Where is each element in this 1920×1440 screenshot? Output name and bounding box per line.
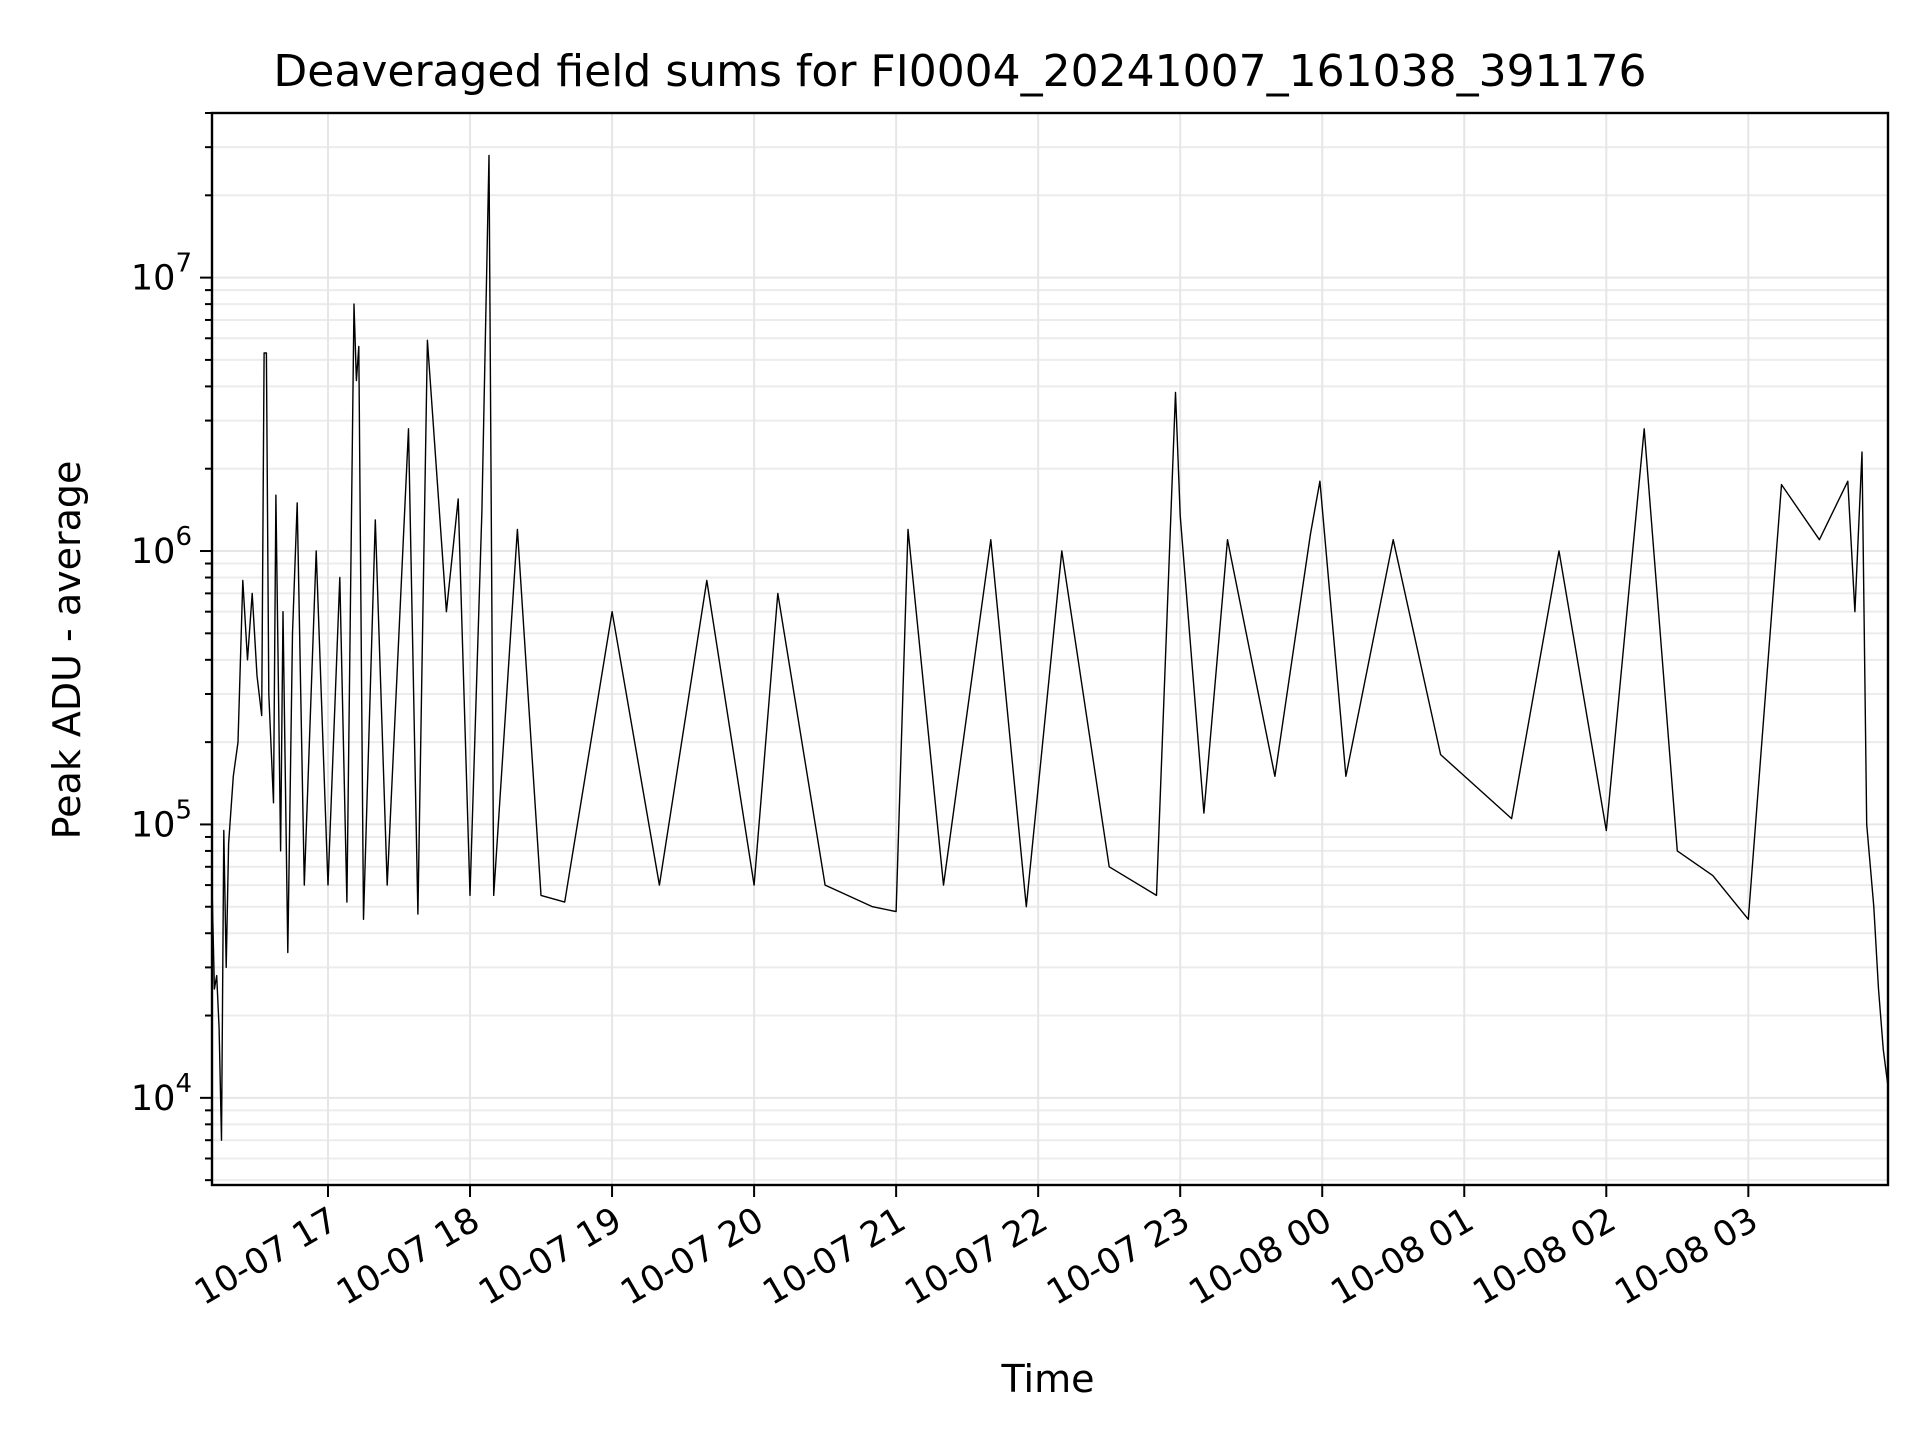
y-tick-label: 107: [131, 249, 192, 299]
x-tick-label: 10-08 00: [1182, 1200, 1338, 1313]
chart-title: Deaveraged field sums for FI0004_2024100…: [273, 46, 1646, 97]
y-axis-label: Peak ADU - average: [45, 461, 89, 840]
x-tick-label: 10-07 21: [756, 1200, 912, 1313]
x-tick-label: 10-07 23: [1040, 1200, 1196, 1313]
x-tick-label: 10-07 18: [330, 1200, 486, 1313]
x-tick-label: 10-07 20: [614, 1200, 770, 1313]
y-tick-label: 106: [131, 522, 192, 572]
x-tick-label: 10-07 19: [472, 1200, 628, 1313]
y-tick-label: 104: [131, 1069, 192, 1119]
x-tick-label: 10-08 03: [1609, 1200, 1765, 1313]
x-axis-label: Time: [1001, 1357, 1095, 1401]
series-line: [211, 154, 1889, 1141]
plot-frame: [210, 111, 1890, 1187]
x-tick-label: 10-08 02: [1467, 1200, 1623, 1313]
grid: [212, 112, 1888, 1185]
y-tick-label: 105: [131, 795, 192, 845]
x-tick-label: 10-08 01: [1324, 1200, 1480, 1313]
x-tick-label: 10-07 17: [188, 1200, 344, 1313]
x-tick-label: 10-07 22: [898, 1200, 1054, 1313]
series-layer: [211, 154, 1889, 1141]
